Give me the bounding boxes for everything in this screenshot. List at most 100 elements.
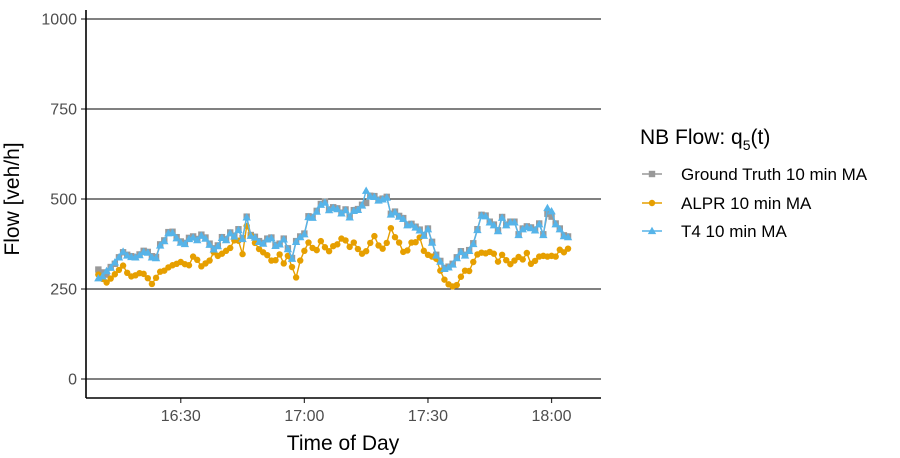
data-point — [464, 246, 474, 254]
data-point — [395, 239, 403, 246]
data-point — [301, 247, 308, 255]
data-point — [168, 228, 177, 236]
data-point — [124, 269, 131, 276]
data-point — [394, 212, 404, 220]
data-point — [490, 250, 498, 257]
data-point — [143, 248, 152, 256]
data-point — [287, 254, 297, 262]
legend-label: ALPR 10 min MA — [681, 194, 812, 213]
data-point — [387, 224, 395, 232]
data-point — [308, 213, 317, 221]
data-point — [193, 235, 202, 244]
data-point — [114, 253, 124, 261]
data-point — [264, 251, 271, 259]
data-point — [436, 257, 445, 265]
data-point — [548, 213, 555, 220]
data-point — [544, 210, 551, 217]
data-point — [357, 201, 367, 209]
data-point — [226, 229, 235, 237]
data-point — [530, 226, 540, 234]
data-point — [279, 235, 288, 243]
data-point — [493, 226, 503, 235]
data-point — [102, 266, 111, 275]
data-point — [296, 232, 305, 241]
data-point — [379, 245, 386, 252]
data-point — [383, 239, 390, 247]
data-point — [288, 263, 296, 271]
data-point — [325, 248, 333, 255]
data-point — [507, 260, 514, 268]
data-point — [361, 186, 371, 194]
data-point — [543, 203, 552, 212]
legend-items: Ground Truth 10 min MA ALPR 10 min MA T4 1… — [642, 165, 868, 241]
data-point — [511, 257, 518, 264]
data-point — [371, 232, 378, 240]
data-point — [239, 250, 246, 258]
x-axis-ticks: 16:30 17:00 17:30 18:00 — [161, 398, 572, 425]
data-point — [519, 256, 526, 263]
series-layer — [94, 186, 573, 290]
data-point — [206, 257, 213, 264]
data-point — [324, 205, 334, 214]
data-point — [362, 199, 370, 207]
data-point — [498, 251, 506, 258]
data-point — [489, 221, 499, 229]
legend-swatch-marker — [648, 199, 656, 207]
data-point — [119, 262, 127, 269]
data-point — [197, 231, 206, 239]
data-point — [148, 280, 156, 288]
data-point — [399, 214, 408, 222]
x-tick-label: 17:00 — [284, 408, 324, 425]
legend-title-subscript: 5 — [743, 137, 751, 153]
legend: NB Flow: q5(t) Ground Truth 10 min MA ALP… — [640, 126, 868, 241]
data-point — [144, 275, 151, 282]
legend-title: NB Flow: q5(t) — [640, 126, 770, 153]
data-point — [551, 220, 560, 228]
data-point — [275, 240, 284, 248]
data-point — [404, 247, 411, 254]
data-point — [407, 220, 416, 228]
data-point — [481, 212, 490, 220]
data-point — [345, 213, 354, 221]
data-point — [250, 233, 260, 241]
data-point — [98, 272, 107, 280]
data-point — [564, 245, 572, 252]
data-point — [292, 274, 300, 281]
data-point — [106, 263, 115, 271]
legend-title-main: NB Flow: q — [640, 126, 743, 149]
data-point — [342, 237, 349, 244]
legend-swatch-marker — [647, 226, 657, 235]
data-point — [291, 237, 301, 245]
grid-lines — [86, 18, 601, 380]
data-point — [420, 247, 428, 255]
data-point — [160, 236, 169, 245]
data-point — [258, 239, 268, 247]
data-point — [456, 247, 466, 256]
data-point — [386, 210, 396, 218]
data-point — [423, 225, 433, 233]
data-point — [188, 233, 198, 241]
data-point — [560, 249, 568, 256]
data-point — [444, 263, 453, 271]
data-point — [416, 234, 423, 241]
data-point — [151, 253, 161, 262]
y-tick-label: 0 — [68, 372, 77, 389]
data-point — [103, 271, 110, 278]
data-point — [502, 221, 511, 229]
data-point — [242, 213, 251, 221]
data-point — [370, 192, 379, 200]
data-point — [485, 218, 494, 226]
data-point — [155, 241, 165, 249]
data-point — [441, 276, 448, 283]
data-point — [531, 257, 539, 265]
data-point — [118, 247, 128, 255]
data-point — [317, 237, 325, 245]
data-point — [280, 260, 287, 267]
data-point — [172, 234, 181, 242]
x-tick-label: 17:30 — [408, 408, 448, 425]
data-point — [547, 207, 556, 215]
data-point — [494, 258, 502, 265]
data-point — [205, 240, 214, 248]
data-point — [320, 198, 330, 206]
data-point — [367, 239, 374, 247]
